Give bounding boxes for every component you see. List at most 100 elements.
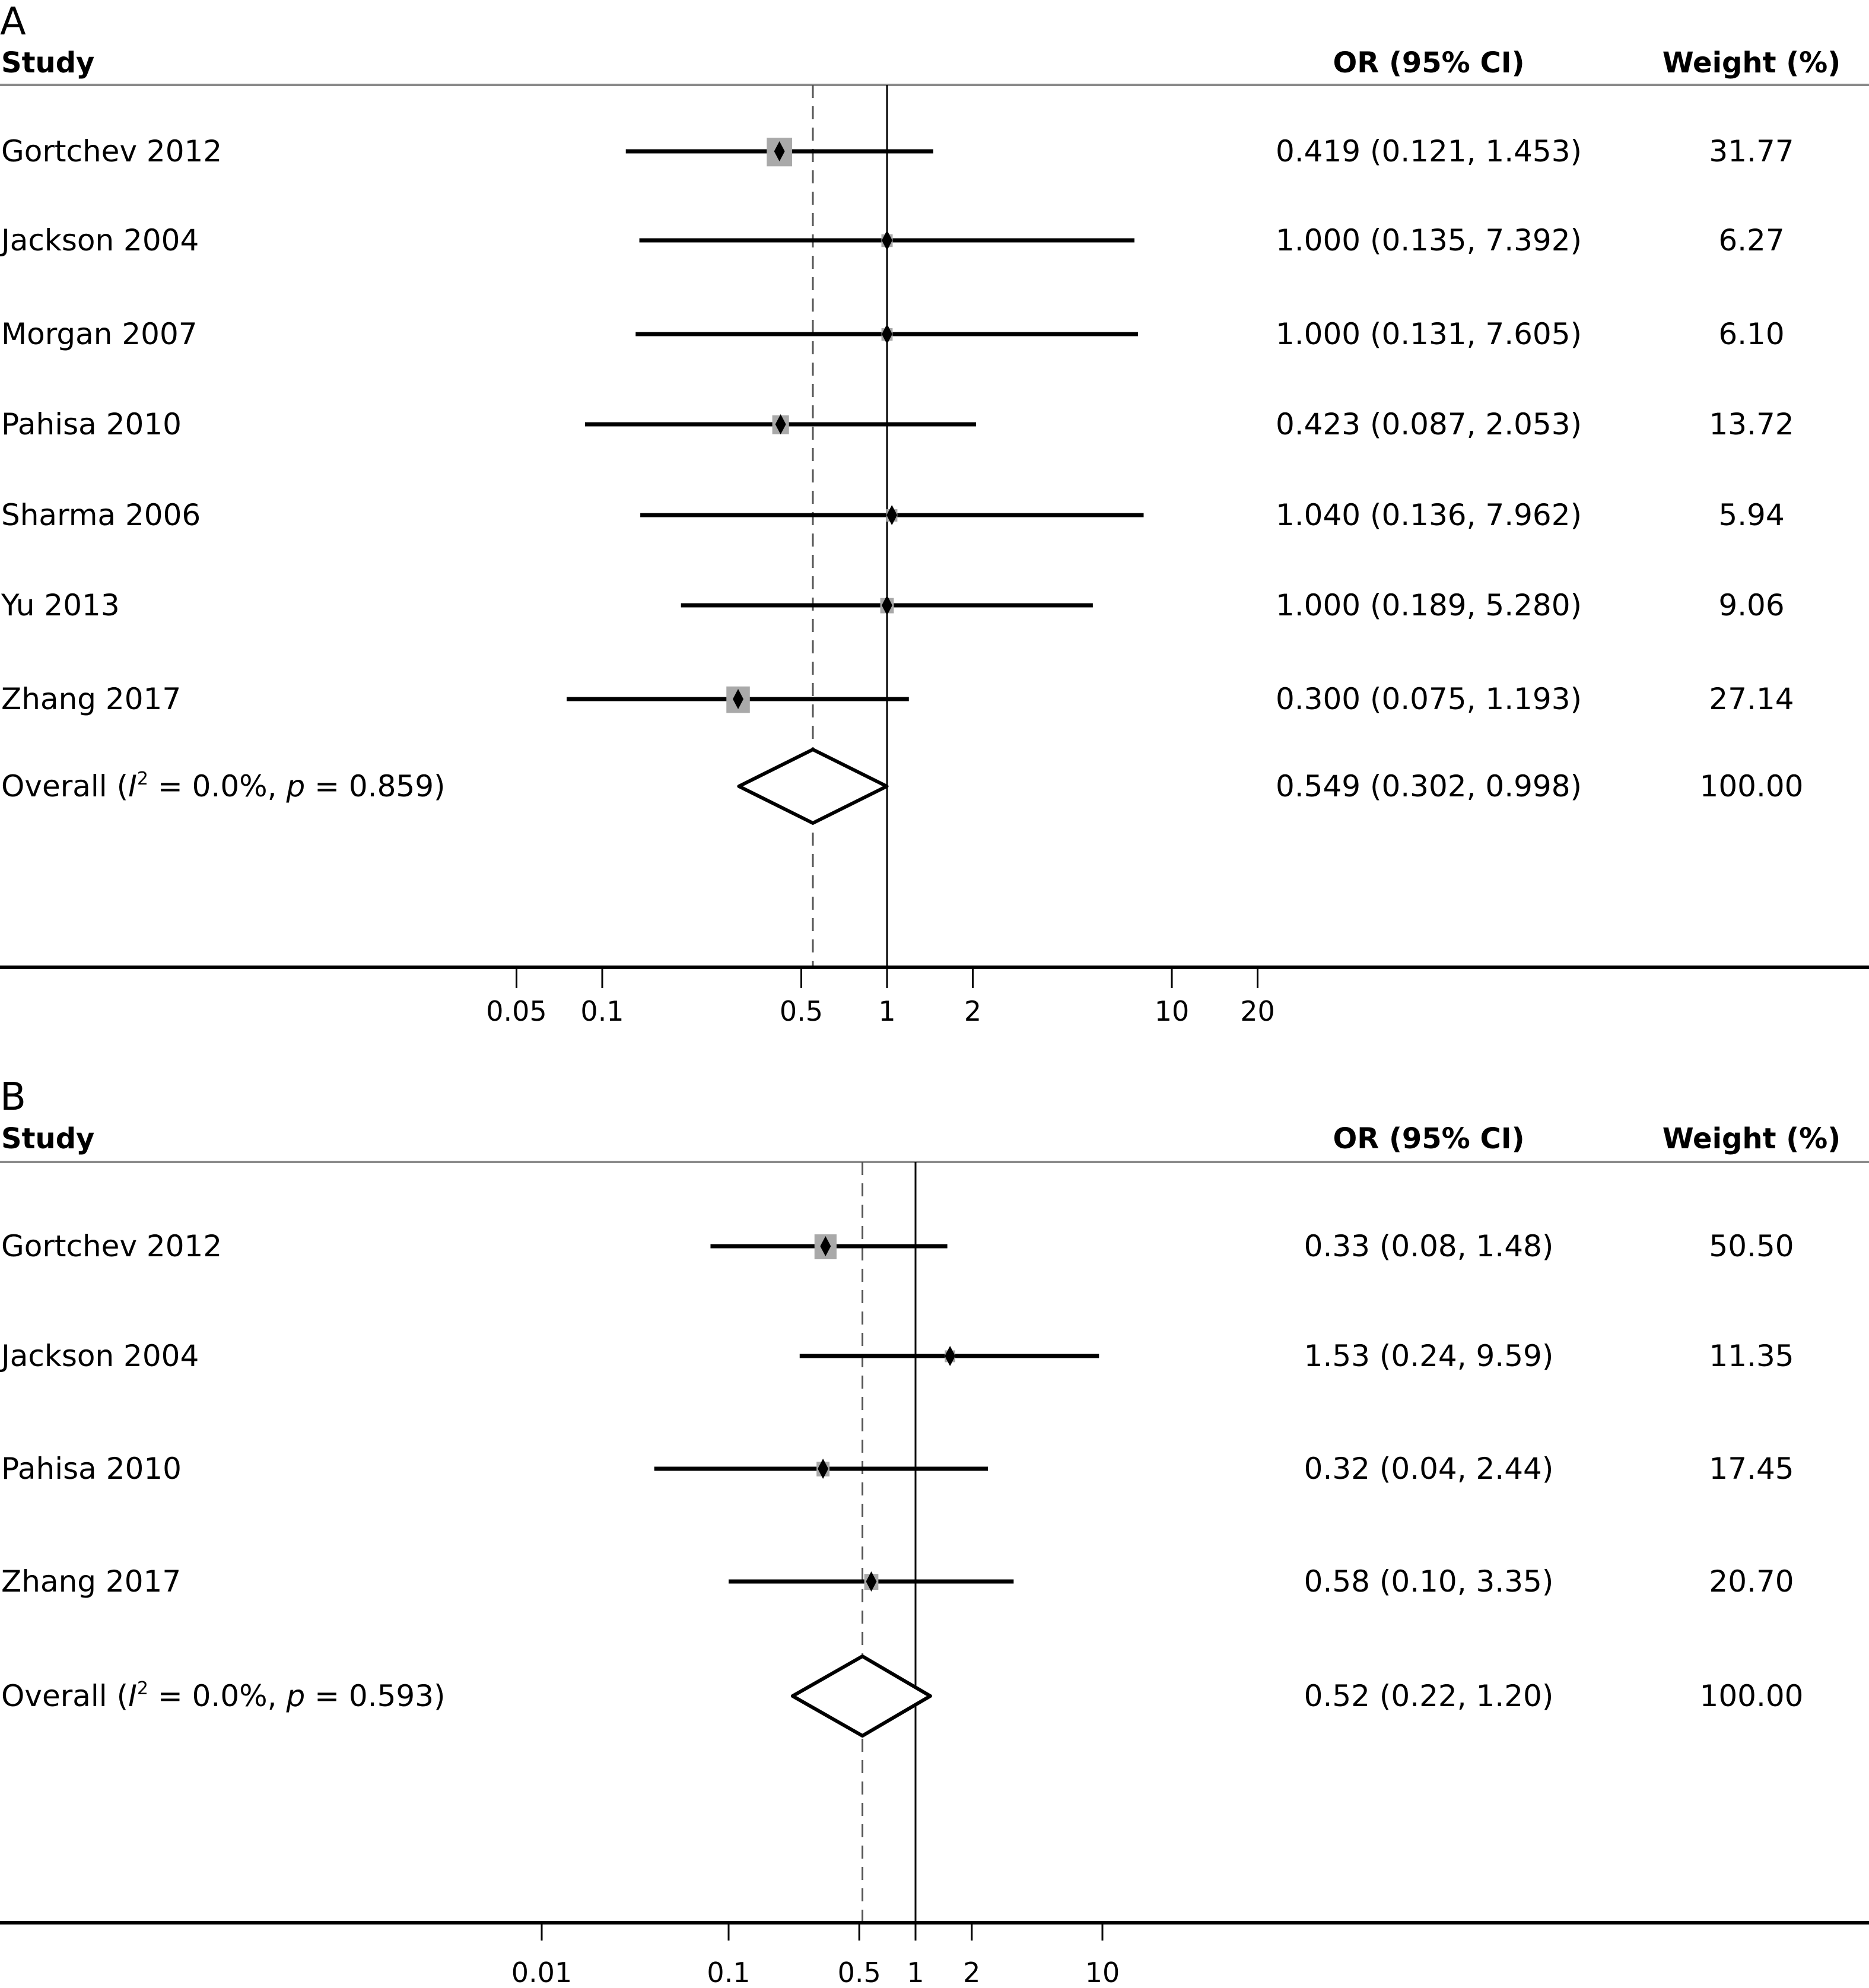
or-ci-value: 0.423 (0.087, 2.053) (1276, 407, 1582, 442)
study-name: Yu 2013 (1, 588, 120, 623)
point-estimate-marker (774, 141, 785, 161)
study-row: Zhang 2017 0.300 (0.075, 1.193) 27.14 (1, 682, 1794, 716)
weight-value: 6.27 (1718, 223, 1784, 258)
overall-label-p-symbol: p (285, 1679, 305, 1713)
study-row: Gortchev 2012 0.419 (0.121, 1.453) 31.77 (1, 134, 1794, 169)
weight-value: 13.72 (1709, 407, 1794, 442)
study-row: Jackson 2004 1.000 (0.135, 7.392) 6.27 (0, 223, 1785, 258)
x-tick-label: 0.05 (486, 995, 546, 1027)
or-ci-value: 1.000 (0.131, 7.605) (1276, 317, 1582, 351)
weight-value: 27.14 (1709, 682, 1794, 716)
overall-label-label-prefix: Overall ( (1, 769, 128, 804)
study-row: Jackson 2004 1.53 (0.24, 9.59) 11.35 (0, 1339, 1794, 1373)
weight-value: 6.10 (1718, 317, 1784, 351)
weight-value: 31.77 (1709, 134, 1794, 169)
point-estimate-marker (882, 230, 892, 250)
panel-label: A (0, 0, 26, 44)
point-estimate-marker (886, 505, 898, 525)
x-tick-label: 2 (963, 1957, 980, 1988)
overall-label-i2-symbol: I (128, 1679, 137, 1713)
overall-label-i2-text: = 0.0%, (148, 1679, 287, 1713)
overall-label-i2-sup: 2 (137, 1678, 148, 1699)
overall-or-ci-value: 0.52 (0.22, 1.20) (1304, 1679, 1554, 1713)
study-name: Jackson 2004 (0, 1339, 199, 1373)
weight-value: 17.45 (1709, 1452, 1794, 1486)
weight-value: 20.70 (1709, 1564, 1794, 1599)
overall-row: Overall (I2 = 0.0%, p = 0.859) 0.549 (0.3… (1, 748, 1804, 825)
point-estimate-marker (775, 414, 786, 434)
point-estimate-marker (818, 1459, 829, 1479)
header-study: Study (1, 46, 94, 80)
study-name: Zhang 2017 (1, 1564, 181, 1599)
x-tick-label: 10 (1155, 995, 1190, 1027)
study-row: Yu 2013 1.000 (0.189, 5.280) 9.06 (1, 588, 1785, 623)
or-ci-value: 1.53 (0.24, 9.59) (1304, 1339, 1554, 1373)
study-name: Gortchev 2012 (1, 1229, 222, 1263)
overall-label-i2-text: = 0.0%, (148, 769, 287, 804)
x-tick-label: 0.5 (838, 1957, 881, 1988)
header-weight: Weight (%) (1663, 46, 1841, 80)
pooled-diamond (737, 748, 889, 825)
point-estimate-marker (866, 1571, 877, 1592)
or-ci-value: 0.300 (0.075, 1.193) (1276, 682, 1582, 716)
or-ci-value: 1.000 (0.135, 7.392) (1276, 223, 1582, 258)
study-name: Gortchev 2012 (1, 134, 222, 169)
point-estimate-marker (945, 1346, 956, 1366)
study-row: Pahisa 2010 0.423 (0.087, 2.053) 13.72 (1, 407, 1794, 442)
or-ci-value: 0.33 (0.08, 1.48) (1304, 1229, 1554, 1263)
overall-label: Overall (I2 = 0.0%, p = 0.593) (1, 1678, 446, 1713)
overall-label-p-text: = 0.593) (305, 1679, 445, 1713)
x-tick-label: 0.1 (707, 1957, 750, 1988)
x-tick-label: 0.1 (580, 995, 624, 1027)
overall-or-ci-value: 0.549 (0.302, 0.998) (1276, 769, 1582, 804)
weight-value: 5.94 (1718, 498, 1784, 532)
overall-weight-value: 100.00 (1700, 769, 1804, 804)
study-name: Jackson 2004 (0, 223, 199, 258)
overall-row: Overall (I2 = 0.0%, p = 0.593) 0.52 (0.22… (1, 1654, 1804, 1738)
or-ci-value: 1.040 (0.136, 7.962) (1276, 498, 1582, 532)
point-estimate-marker (882, 324, 892, 344)
study-name: Zhang 2017 (1, 682, 181, 716)
overall-label: Overall (I2 = 0.0%, p = 0.859) (1, 768, 446, 804)
x-tick-label: 1 (878, 995, 895, 1027)
study-row: Morgan 2007 1.000 (0.131, 7.605) 6.10 (1, 317, 1785, 351)
study-name: Sharma 2006 (1, 498, 201, 532)
overall-weight-value: 100.00 (1700, 1679, 1804, 1713)
point-estimate-marker (882, 595, 892, 615)
or-ci-value: 0.58 (0.10, 3.35) (1304, 1564, 1554, 1599)
study-name: Pahisa 2010 (1, 1452, 182, 1486)
header-study: Study (1, 1122, 94, 1155)
overall-label-p-text: = 0.859) (305, 769, 445, 804)
header-or-ci: OR (95% CI) (1333, 46, 1524, 80)
x-tick-label: 1 (907, 1957, 924, 1988)
x-tick-label: 2 (964, 995, 981, 1027)
overall-label-p-symbol: p (285, 769, 305, 804)
or-ci-value: 0.419 (0.121, 1.453) (1276, 134, 1582, 169)
or-ci-value: 0.32 (0.04, 2.44) (1304, 1452, 1554, 1486)
weight-value: 50.50 (1709, 1229, 1794, 1263)
point-estimate-marker (820, 1236, 831, 1256)
panel-label: B (0, 1075, 26, 1119)
weight-value: 9.06 (1718, 588, 1784, 623)
header-or-ci: OR (95% CI) (1333, 1122, 1524, 1155)
overall-label-label-prefix: Overall ( (1, 1679, 128, 1713)
pooled-diamond (790, 1654, 932, 1738)
study-row: Sharma 2006 1.040 (0.136, 7.962) 5.94 (1, 498, 1785, 532)
x-tick-label: 0.5 (780, 995, 823, 1027)
study-row: Zhang 2017 0.58 (0.10, 3.35) 20.70 (1, 1564, 1794, 1599)
study-row: Pahisa 2010 0.32 (0.04, 2.44) 17.45 (1, 1452, 1794, 1486)
study-row: Gortchev 2012 0.33 (0.08, 1.48) 50.50 (1, 1229, 1794, 1263)
weight-value: 11.35 (1709, 1339, 1794, 1373)
x-tick-label: 0.01 (511, 1957, 572, 1988)
overall-label-i2-sup: 2 (137, 768, 148, 789)
study-name: Morgan 2007 (1, 317, 198, 351)
x-tick-label: 10 (1085, 1957, 1120, 1988)
header-weight: Weight (%) (1663, 1122, 1841, 1155)
or-ci-value: 1.000 (0.189, 5.280) (1276, 588, 1582, 623)
x-tick-label: 20 (1240, 995, 1275, 1027)
study-name: Pahisa 2010 (1, 407, 182, 442)
point-estimate-marker (733, 689, 744, 709)
